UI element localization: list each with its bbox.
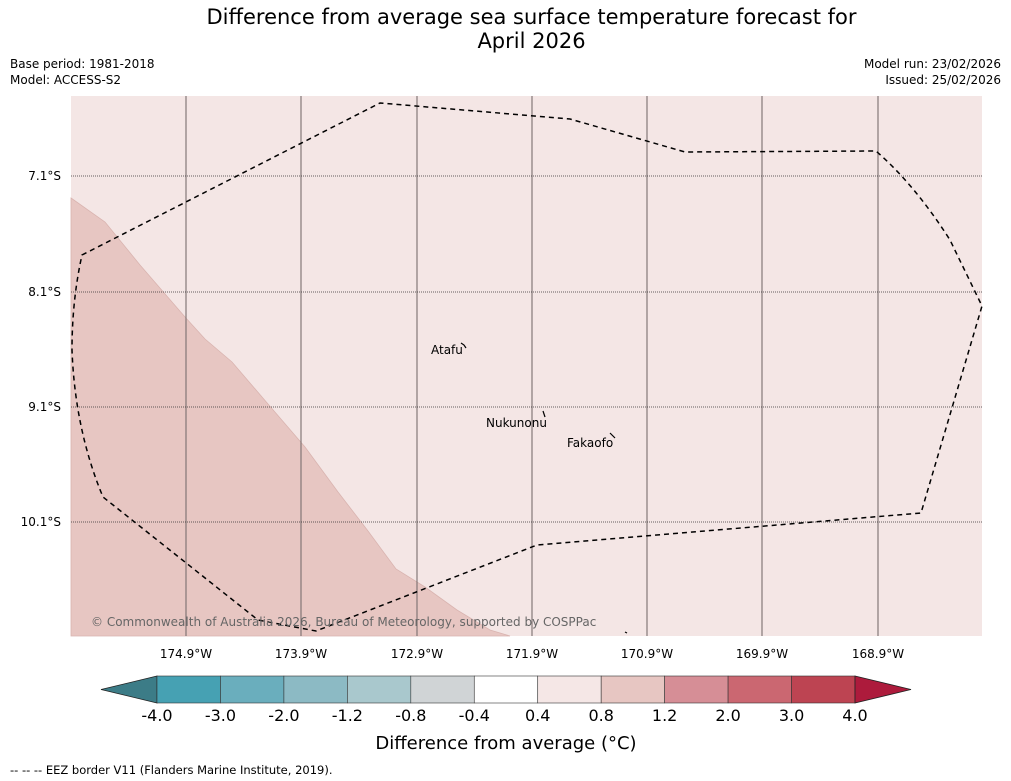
lat-label: 8.1°S <box>28 285 61 299</box>
colorbar-tick: 0.4 <box>525 706 550 725</box>
colorbar-bin <box>347 675 412 704</box>
place-label-fakaofo: Fakaofo <box>567 436 613 450</box>
eez-legend-footnote: -- -- -- EEZ border V11 (Flanders Marine… <box>10 763 333 777</box>
title-line-2: April 2026 <box>477 29 586 53</box>
colorbar-tick: -4.0 <box>141 706 172 725</box>
colorbar-tick: 2.0 <box>715 706 740 725</box>
colorbar-bin <box>410 675 475 704</box>
colorbar-bin <box>220 675 285 704</box>
lon-label: 171.9°W <box>506 647 558 661</box>
colorbar-tick: -2.0 <box>268 706 299 725</box>
colorbar-tick: 3.0 <box>779 706 804 725</box>
lon-label: 168.9°W <box>852 647 904 661</box>
base-period: Base period: 1981-2018 <box>10 57 155 71</box>
lon-label: 169.9°W <box>736 647 788 661</box>
chart-title: Difference from average sea surface temp… <box>0 5 1011 53</box>
meta-left: Base period: 1981-2018 Model: ACCESS-S2 <box>10 56 155 88</box>
lat-label: 7.1°S <box>28 169 61 183</box>
latitude-labels: 7.1°S 8.1°S 9.1°S 10.1°S <box>21 169 61 529</box>
colorbar-bin <box>727 675 792 704</box>
colorbar-over-arrow <box>854 675 912 704</box>
colorbar-bins <box>156 675 856 704</box>
model-run: Model run: 23/02/2026 <box>863 57 1001 71</box>
eez-border <box>71 102 983 632</box>
lon-label: 172.9°W <box>391 647 443 661</box>
place-label-nukunonu: Nukunonu <box>486 416 547 430</box>
colorbar-tick: -0.4 <box>459 706 490 725</box>
colorbar-tick: -0.8 <box>395 706 426 725</box>
colorbar-under-arrow <box>100 675 158 704</box>
colorbar-tick: 1.2 <box>652 706 677 725</box>
meta-right: Model run: 23/02/2026 Issued: 25/02/2026 <box>864 56 1001 88</box>
colorbar-bin <box>537 675 602 704</box>
small-island <box>624 631 628 634</box>
lat-label: 9.1°S <box>28 400 61 414</box>
lon-label: 174.9°W <box>160 647 212 661</box>
lon-label: 170.9°W <box>621 647 673 661</box>
atafu-atoll <box>460 342 467 349</box>
longitude-labels: 174.9°W 173.9°W 172.9°W 171.9°W 170.9°W … <box>160 647 904 661</box>
title-line-1: Difference from average sea surface temp… <box>206 5 857 29</box>
colorbar-bin <box>283 675 348 704</box>
colorbar: -4.0 -3.0 -2.0 -1.2 -0.8 -0.4 0.4 0.8 1.2 2.0 3.0 4… <box>100 675 912 754</box>
model-name: Model: ACCESS-S2 <box>10 73 122 87</box>
place-label-atafu: Atafu <box>431 343 463 357</box>
colorbar-bin <box>664 675 729 704</box>
colorbar-tick: -1.2 <box>332 706 363 725</box>
lat-label: 10.1°S <box>21 515 61 529</box>
colorbar-bin <box>156 675 221 704</box>
colorbar-bin <box>600 675 665 704</box>
issued-date: Issued: 25/02/2026 <box>885 73 1001 87</box>
nukunonu-atoll <box>542 410 546 418</box>
copyright-notice: © Commonwealth of Australia 2026, Bureau… <box>91 615 596 629</box>
colorbar-label: Difference from average (°C) <box>375 733 636 754</box>
warmer-anomaly-region <box>70 197 511 637</box>
colorbar-tick: 4.0 <box>842 706 867 725</box>
longitude-gridlines <box>185 96 879 636</box>
colorbar-bin <box>473 675 539 704</box>
colorbar-tick: 0.8 <box>588 706 613 725</box>
fakaofo-atoll <box>609 432 616 439</box>
colorbar-bin <box>791 675 856 704</box>
colorbar-tick: -3.0 <box>205 706 236 725</box>
lon-label: 173.9°W <box>275 647 327 661</box>
colorbar-tick-labels: -4.0 -3.0 -2.0 -1.2 -0.8 -0.4 0.4 0.8 1.2 2.0 3.0 4… <box>141 706 867 725</box>
